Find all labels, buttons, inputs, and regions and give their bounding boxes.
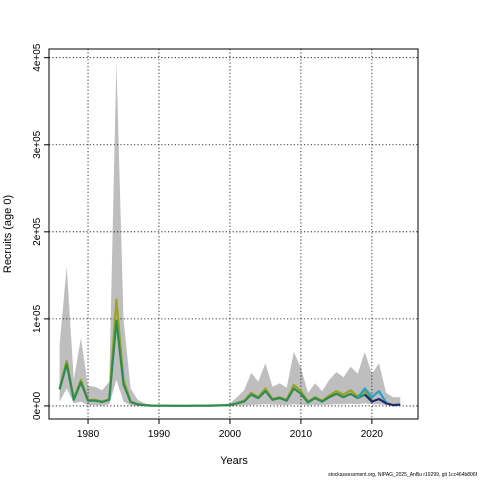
confidence-band — [59, 62, 401, 406]
grid-layer — [49, 49, 418, 419]
series-line — [356, 387, 388, 404]
x-axis-title: Years — [220, 455, 248, 467]
y-tick-label: 0e+00 — [32, 391, 43, 420]
y-tick-label: 4e+05 — [32, 43, 43, 72]
x-tick-label: 1990 — [148, 429, 171, 440]
series-line — [58, 319, 373, 407]
y-axis-title: Recruits (age 0) — [2, 195, 14, 273]
x-tick-label: 1980 — [77, 429, 100, 440]
series-line-layer — [58, 298, 401, 407]
y-tick-label: 2e+05 — [32, 217, 43, 246]
plot-area — [49, 49, 418, 419]
x-tick-label: 2000 — [219, 429, 242, 440]
series-line — [364, 393, 401, 407]
y-axis: 0e+00 1e+05 2e+05 3e+05 4e+05 — [32, 43, 49, 420]
y-tick-label: 3e+05 — [32, 130, 43, 159]
y-tick-label: 1e+05 — [32, 304, 43, 333]
confidence-band-layer — [59, 62, 401, 406]
x-tick-label: 2010 — [290, 429, 313, 440]
plot-frame — [48, 48, 419, 420]
footnote: stockassessment.org, NIPAG_2025_AnBu r19… — [328, 472, 477, 478]
x-tick-label: 2020 — [361, 429, 384, 440]
x-axis: 1980 1990 2000 2010 2020 — [77, 419, 384, 440]
